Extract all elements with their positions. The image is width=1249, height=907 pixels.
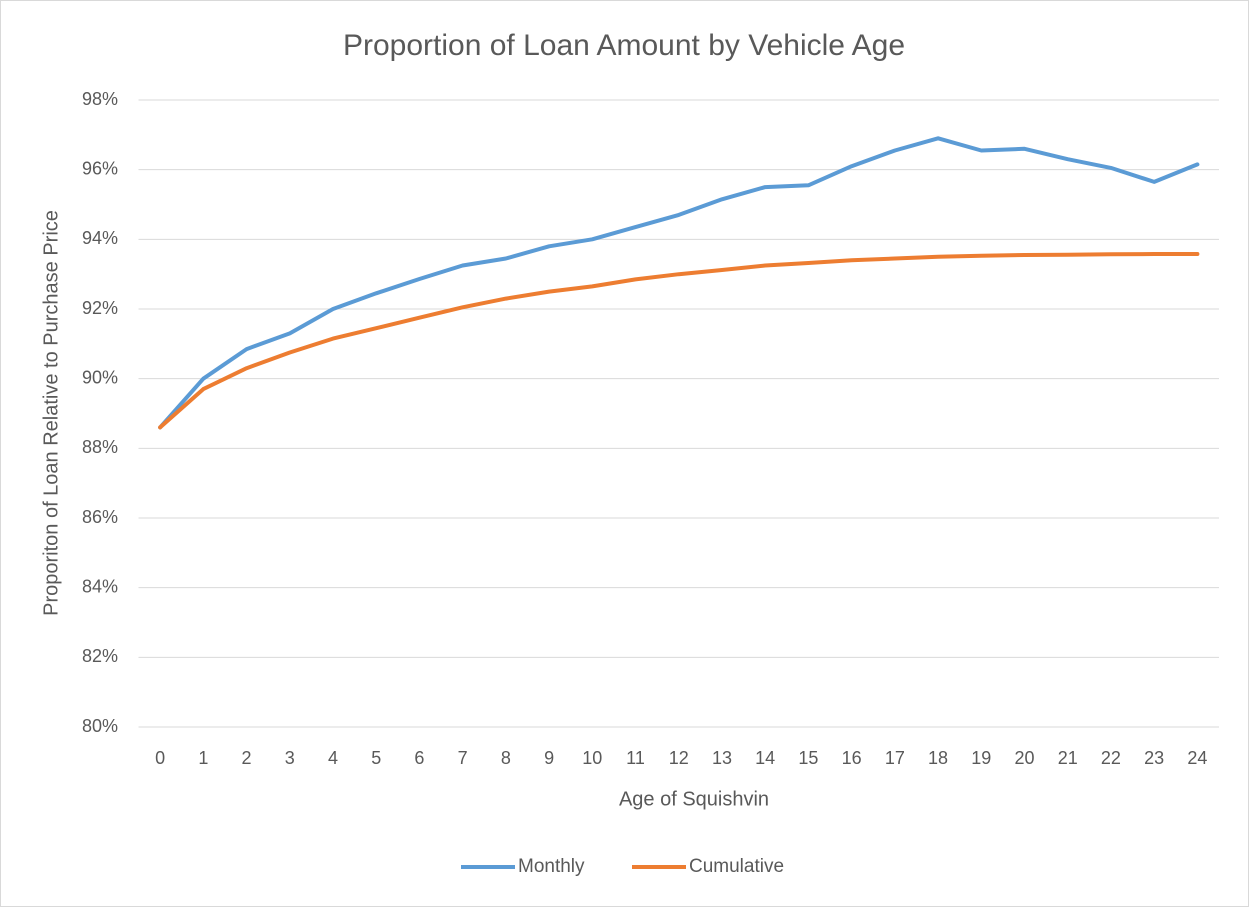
y-tick-label: 88% [82, 437, 118, 457]
x-tick-label: 7 [458, 748, 468, 768]
x-tick-label: 23 [1144, 748, 1164, 768]
y-tick-label: 80% [82, 716, 118, 736]
x-tick-label: 9 [544, 748, 554, 768]
line-series [158, 252, 1200, 430]
x-tick-label: 21 [1058, 748, 1078, 768]
y-tick-label: 92% [82, 298, 118, 318]
x-tick-label: 22 [1101, 748, 1121, 768]
x-tick-label: 2 [242, 748, 252, 768]
x-tick-label: 14 [755, 748, 775, 768]
legend-label: Monthly [518, 856, 585, 877]
x-tick-label: 17 [885, 748, 905, 768]
x-tick-label: 15 [798, 748, 818, 768]
x-tick-label: 20 [1014, 748, 1034, 768]
x-tick-label: 13 [712, 748, 732, 768]
y-tick-label: 82% [82, 646, 118, 666]
y-tick-label: 98% [82, 89, 118, 109]
y-axis-label: Proporiton of Loan Relative to Purchase … [40, 210, 62, 616]
x-tick-label: 3 [285, 748, 295, 768]
chart-title: Proportion of Loan Amount by Vehicle Age [343, 29, 905, 62]
x-tick-label: 18 [928, 748, 948, 768]
y-tick-label: 84% [82, 576, 118, 596]
y-tick-label: 86% [82, 507, 118, 527]
y-tick-label: 94% [82, 228, 118, 248]
x-tick-label: 8 [501, 748, 511, 768]
x-tick-label: 1 [198, 748, 208, 768]
x-tick-label: 0 [155, 748, 165, 768]
x-tick-label: 24 [1187, 748, 1207, 768]
x-tick-label: 10 [582, 748, 602, 768]
x-tick-label: 16 [842, 748, 862, 768]
y-tick-label: 96% [82, 158, 118, 178]
x-tick-label: 6 [414, 748, 424, 768]
x-axis-label: Age of Squishvin [619, 788, 769, 810]
line-series [158, 136, 1200, 430]
x-tick-label: 4 [328, 748, 338, 768]
x-tick-label: 11 [626, 748, 645, 768]
x-tick-label: 19 [971, 748, 991, 768]
x-tick-label: 5 [371, 748, 381, 768]
legend-label: Cumulative [689, 856, 784, 877]
x-tick-label: 12 [669, 748, 689, 768]
y-tick-label: 90% [82, 367, 118, 387]
